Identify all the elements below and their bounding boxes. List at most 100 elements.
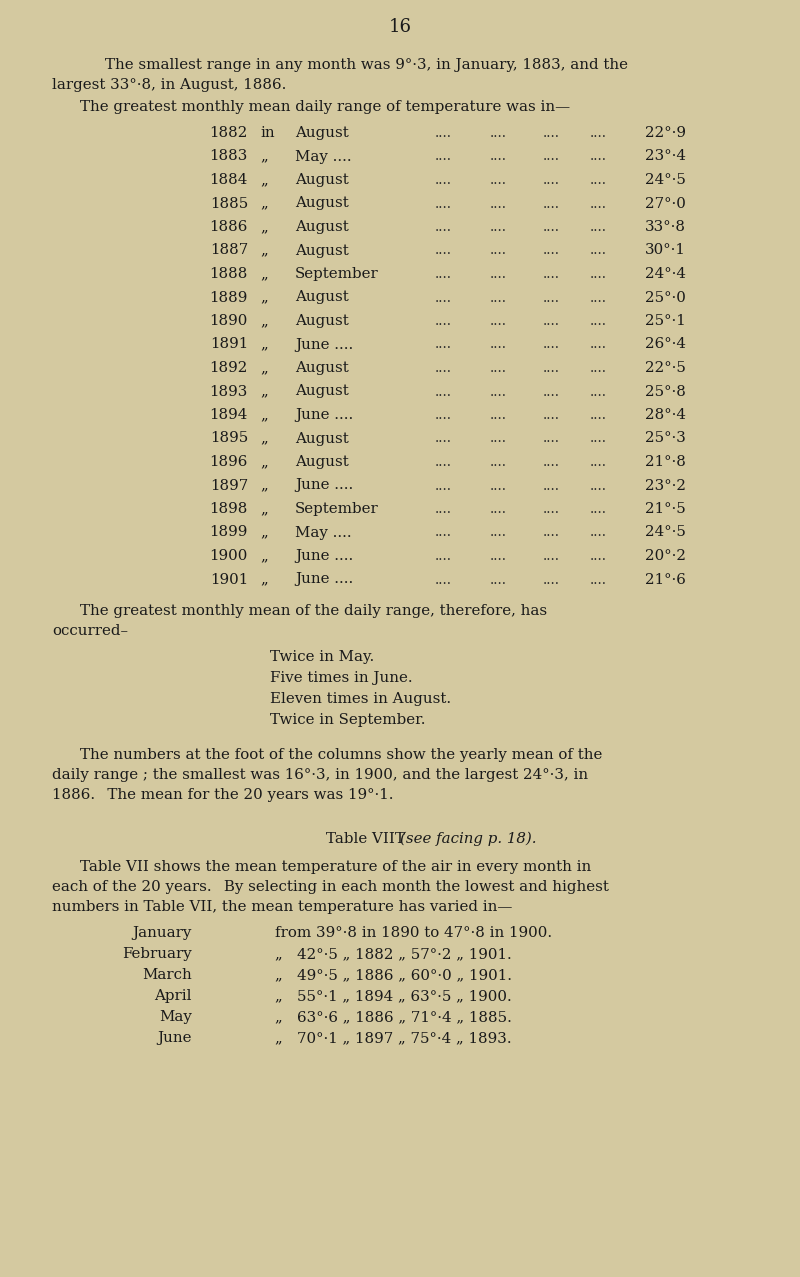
Text: ....: ....	[435, 549, 452, 563]
Text: ....: ....	[590, 432, 607, 446]
Text: ....: ....	[543, 172, 560, 186]
Text: ....: ....	[590, 479, 607, 493]
Text: June ....: June ....	[295, 572, 354, 586]
Text: August: August	[295, 361, 349, 375]
Text: ....: ....	[543, 479, 560, 493]
Text: 1886: 1886	[210, 220, 248, 234]
Text: May: May	[159, 1010, 192, 1024]
Text: ....: ....	[435, 455, 452, 469]
Text: „: „	[260, 244, 268, 258]
Text: 24°·5: 24°·5	[645, 172, 686, 186]
Text: 1882: 1882	[210, 126, 248, 140]
Text: „   70°·1 „ 1897 „ 75°·4 „ 1893.: „ 70°·1 „ 1897 „ 75°·4 „ 1893.	[275, 1031, 512, 1045]
Text: 1900: 1900	[210, 549, 248, 563]
Text: „: „	[260, 197, 268, 211]
Text: ....: ....	[435, 361, 452, 375]
Text: August: August	[295, 384, 349, 398]
Text: June ....: June ....	[295, 549, 354, 563]
Text: ....: ....	[590, 172, 607, 186]
Text: Eleven times in August.: Eleven times in August.	[270, 692, 451, 706]
Text: in: in	[260, 126, 274, 140]
Text: ....: ....	[435, 502, 452, 516]
Text: numbers in Table VII, the mean temperature has varied in—: numbers in Table VII, the mean temperatu…	[52, 900, 512, 914]
Text: 23°·2: 23°·2	[645, 479, 686, 493]
Text: June: June	[158, 1031, 192, 1045]
Text: ....: ....	[543, 526, 560, 539]
Text: ....: ....	[590, 384, 607, 398]
Text: August: August	[295, 314, 349, 328]
Text: August: August	[295, 455, 349, 469]
Text: ....: ....	[543, 290, 560, 304]
Text: June ....: June ....	[295, 337, 354, 351]
Text: ....: ....	[590, 549, 607, 563]
Text: T: T	[395, 833, 405, 845]
Text: May ....: May ....	[295, 526, 352, 539]
Text: „: „	[260, 220, 268, 234]
Text: 20°·2: 20°·2	[645, 549, 686, 563]
Text: 1886.  The mean for the 20 years was 19°·1.: 1886. The mean for the 20 years was 19°·…	[52, 788, 394, 802]
Text: The greatest monthly mean daily range of temperature was in—: The greatest monthly mean daily range of…	[80, 100, 570, 114]
Text: each of the 20 years.  By selecting in each month the lowest and highest: each of the 20 years. By selecting in ea…	[52, 880, 609, 894]
Text: „: „	[260, 526, 268, 539]
Text: ....: ....	[435, 149, 452, 163]
Text: 24°·5: 24°·5	[645, 526, 686, 539]
Text: August: August	[295, 172, 349, 186]
Text: ....: ....	[490, 220, 507, 234]
Text: from 39°·8 in 1890 to 47°·8 in 1900.: from 39°·8 in 1890 to 47°·8 in 1900.	[275, 926, 552, 940]
Text: (see facing p. 18).: (see facing p. 18).	[400, 833, 537, 847]
Text: 1885: 1885	[210, 197, 248, 211]
Text: „: „	[260, 572, 268, 586]
Text: largest 33°·8, in August, 1886.: largest 33°·8, in August, 1886.	[52, 78, 286, 92]
Text: „: „	[260, 149, 268, 163]
Text: 22°·9: 22°·9	[645, 126, 686, 140]
Text: ....: ....	[490, 314, 507, 328]
Text: 26°·4: 26°·4	[645, 337, 686, 351]
Text: 1883: 1883	[210, 149, 248, 163]
Text: January: January	[133, 926, 192, 940]
Text: „   42°·5 „ 1882 „ 57°·2 „ 1901.: „ 42°·5 „ 1882 „ 57°·2 „ 1901.	[275, 948, 512, 962]
Text: 23°·4: 23°·4	[645, 149, 686, 163]
Text: Table VII: Table VII	[326, 833, 400, 845]
Text: ....: ....	[543, 502, 560, 516]
Text: „: „	[260, 455, 268, 469]
Text: 21°·8: 21°·8	[645, 455, 686, 469]
Text: 1888: 1888	[210, 267, 248, 281]
Text: 1884: 1884	[210, 172, 248, 186]
Text: The numbers at the foot of the columns show the yearly mean of the: The numbers at the foot of the columns s…	[80, 748, 602, 762]
Text: ....: ....	[590, 526, 607, 539]
Text: September: September	[295, 267, 378, 281]
Text: „: „	[260, 290, 268, 304]
Text: ....: ....	[490, 149, 507, 163]
Text: ....: ....	[435, 290, 452, 304]
Text: June ....: June ....	[295, 407, 354, 421]
Text: ....: ....	[490, 526, 507, 539]
Text: April: April	[154, 988, 192, 1002]
Text: ....: ....	[490, 172, 507, 186]
Text: ....: ....	[590, 572, 607, 586]
Text: „   49°·5 „ 1886 „ 60°·0 „ 1901.: „ 49°·5 „ 1886 „ 60°·0 „ 1901.	[275, 968, 512, 982]
Text: 21°·6: 21°·6	[645, 572, 686, 586]
Text: ....: ....	[590, 149, 607, 163]
Text: ....: ....	[490, 572, 507, 586]
Text: „: „	[260, 502, 268, 516]
Text: 25°·8: 25°·8	[645, 384, 686, 398]
Text: 28°·4: 28°·4	[645, 407, 686, 421]
Text: 1887: 1887	[210, 244, 248, 258]
Text: ....: ....	[543, 432, 560, 446]
Text: Five times in June.: Five times in June.	[270, 670, 413, 684]
Text: ....: ....	[543, 314, 560, 328]
Text: ....: ....	[590, 290, 607, 304]
Text: 27°·0: 27°·0	[645, 197, 686, 211]
Text: ....: ....	[590, 455, 607, 469]
Text: ....: ....	[543, 384, 560, 398]
Text: 22°·5: 22°·5	[645, 361, 686, 375]
Text: ....: ....	[543, 455, 560, 469]
Text: 1899: 1899	[210, 526, 248, 539]
Text: ....: ....	[543, 337, 560, 351]
Text: February: February	[122, 948, 192, 962]
Text: August: August	[295, 244, 349, 258]
Text: ....: ....	[490, 337, 507, 351]
Text: September: September	[295, 502, 378, 516]
Text: „: „	[260, 361, 268, 375]
Text: Table VII shows the mean temperature of the air in every month in: Table VII shows the mean temperature of …	[80, 859, 591, 873]
